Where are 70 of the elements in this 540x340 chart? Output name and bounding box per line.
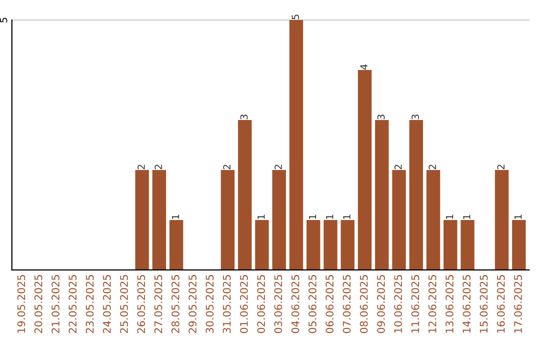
- x-tick-label: 07.06.2025: [342, 275, 351, 334]
- bar: [392, 170, 406, 270]
- bar: [460, 220, 474, 270]
- x-tick-label: 29.05.2025: [188, 275, 196, 334]
- x-tick-label: 02.06.2025: [257, 275, 265, 334]
- x-tick-label: 13.06.2025: [446, 275, 454, 333]
- data-label: 4: [360, 64, 368, 70]
- x-tick-label: 09.06.2025: [377, 275, 385, 334]
- data-label: 2: [394, 164, 402, 170]
- x-tick-label: 30.05.2025: [206, 275, 214, 333]
- data-label: 2: [497, 164, 504, 170]
- data-label: 1: [446, 214, 454, 219]
- x-tick-label: 16.06.2025: [496, 275, 505, 333]
- bar: [272, 170, 286, 270]
- data-label: 3: [240, 114, 248, 120]
- x-tick-label: 24.05.2025: [102, 275, 111, 334]
- x-tick-label: 11.06.2025: [411, 275, 420, 333]
- x-tick-label: 23.05.2025: [86, 275, 94, 334]
- bar: [324, 220, 338, 270]
- x-tick-label: 03.06.2025: [274, 275, 282, 334]
- bar: [512, 220, 526, 270]
- data-label: 1: [514, 214, 522, 219]
- data-label: 2: [428, 164, 436, 170]
- bar: [340, 220, 354, 270]
- x-tick-label: 06.06.2025: [326, 275, 334, 334]
- x-tick-label: 26.05.2025: [137, 275, 146, 334]
- data-label: 1: [343, 214, 350, 219]
- x-tick-label: 10.06.2025: [394, 275, 402, 333]
- data-label: 2: [223, 164, 230, 170]
- data-label: 1: [308, 214, 316, 219]
- x-tick-label: 12.06.2025: [428, 275, 436, 333]
- data-label: 2: [154, 164, 162, 170]
- bar: [306, 220, 320, 270]
- data-label: 3: [412, 114, 419, 120]
- bar: [494, 170, 509, 270]
- data-label: 2: [274, 164, 282, 170]
- bar: [238, 120, 252, 270]
- data-label: 1: [258, 214, 265, 219]
- x-tick-label: 17.06.2025: [514, 275, 522, 333]
- bar: [426, 170, 440, 270]
- x-tick-label: 08.06.2025: [360, 275, 368, 334]
- x-tick-label: 21.05.2025: [52, 275, 60, 334]
- x-tick-label: 04.06.2025: [291, 275, 300, 334]
- x-tick-label: 20.05.2025: [34, 275, 42, 334]
- bar: [255, 220, 269, 270]
- x-tick-label: 14.06.2025: [462, 275, 471, 333]
- bar: [289, 20, 304, 270]
- bar: [152, 170, 166, 270]
- bar: [135, 170, 149, 270]
- data-label: 1: [172, 214, 180, 219]
- x-tick-label: 01.06.2025: [240, 275, 248, 334]
- bar: [375, 120, 389, 270]
- data-label: 3: [377, 114, 385, 120]
- data-label: 1: [326, 214, 334, 219]
- data-label: 5: [292, 14, 300, 20]
- bar: [169, 220, 184, 270]
- data-label: 2: [138, 164, 145, 170]
- bar: [444, 220, 458, 270]
- x-tick-label: 22.05.2025: [68, 275, 77, 334]
- bar: [220, 170, 235, 270]
- bar: [358, 70, 372, 270]
- x-tick-label: 31.05.2025: [222, 275, 231, 333]
- x-tick-label: 19.05.2025: [17, 275, 26, 333]
- bar: [409, 120, 423, 270]
- x-tick-label: 28.05.2025: [171, 275, 180, 334]
- x-tick-label: 27.05.2025: [154, 275, 162, 334]
- x-tick-label: 05.06.2025: [308, 275, 316, 334]
- x-tick-label: 15.06.2025: [480, 275, 488, 333]
- x-tick-label: 25.05.2025: [120, 275, 128, 334]
- data-label: 1: [463, 214, 470, 219]
